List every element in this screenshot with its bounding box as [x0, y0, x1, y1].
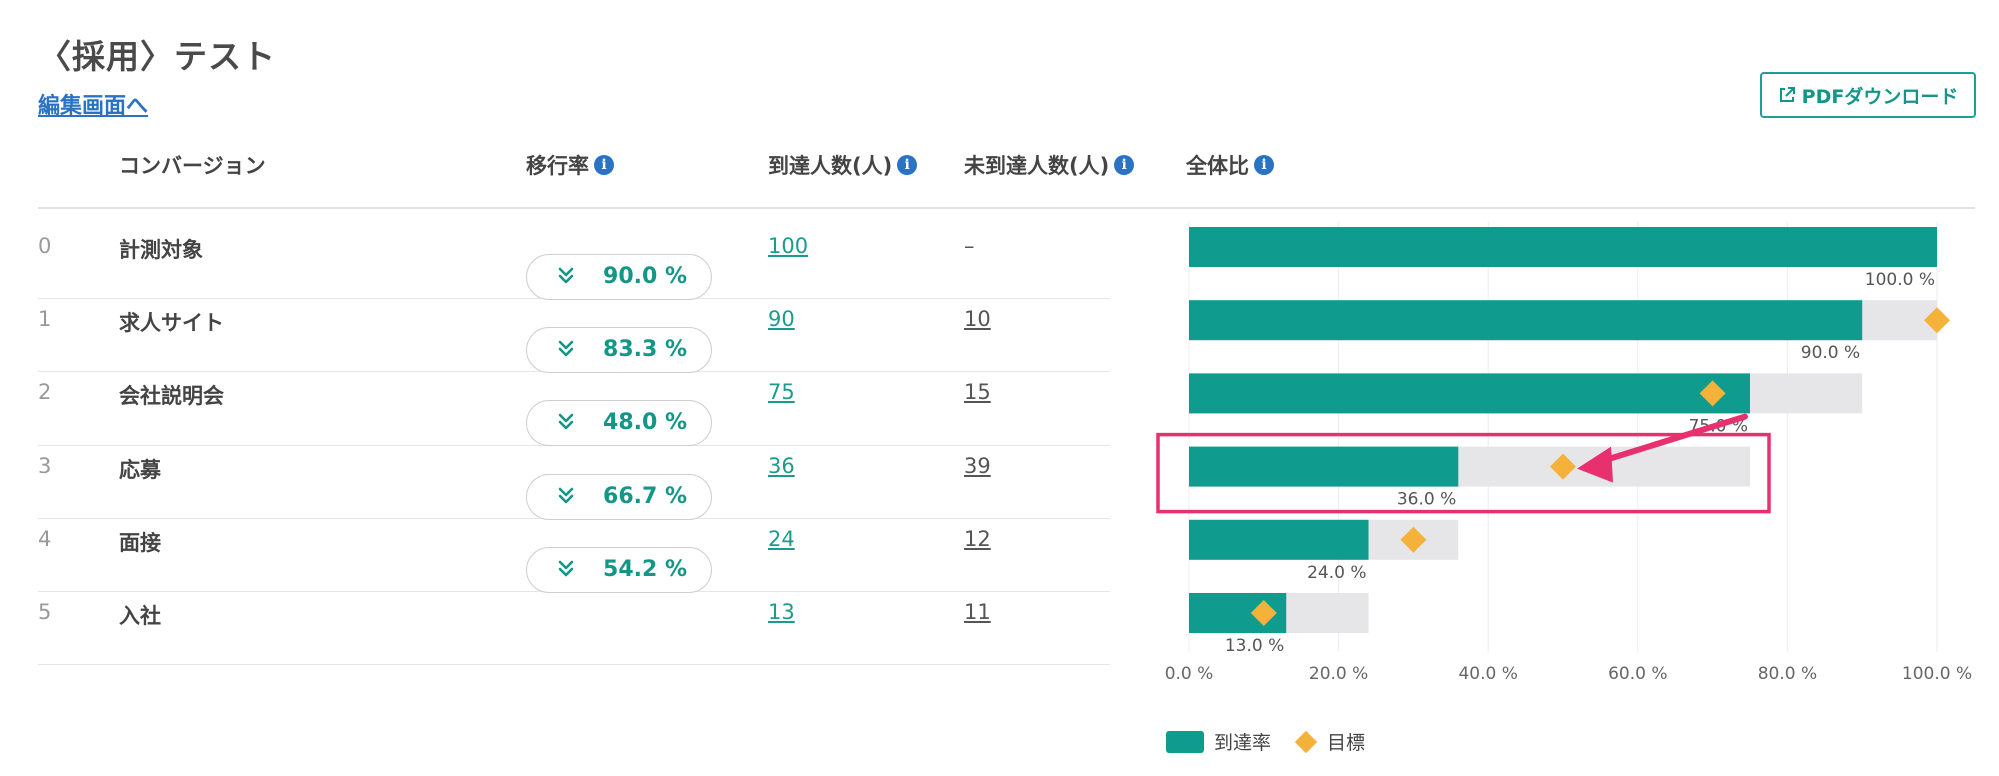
- bar-reach: [1189, 446, 1459, 487]
- row-index: 1: [38, 307, 52, 332]
- double-chevron-down-icon: [557, 266, 575, 290]
- row-index: 5: [38, 600, 52, 624]
- conversion-name: 計測対象: [119, 238, 203, 262]
- reached-count-link[interactable]: 100: [768, 234, 809, 258]
- x-tick-label: 60.0 %: [1608, 664, 1667, 684]
- page-title: 〈採用〉テスト: [38, 37, 276, 76]
- column-overall-ratio: 全体比 i: [1186, 150, 1274, 180]
- x-tick-label: 40.0 %: [1458, 664, 1517, 684]
- reached-count-link[interactable]: 13: [768, 600, 795, 624]
- target-marker: [1924, 307, 1950, 334]
- row-index: 4: [38, 526, 52, 551]
- x-tick-label: 80.0 %: [1758, 664, 1817, 684]
- transition-rate-value: 90.0 %: [603, 264, 687, 289]
- column-not-reached: 未到達人数(人) i: [964, 150, 1135, 180]
- legend-label-target: 目標: [1327, 732, 1366, 754]
- column-overall-ratio-label: 全体比: [1186, 154, 1249, 178]
- not-reached-count-link[interactable]: 11: [964, 600, 991, 624]
- conversion-name: 入社: [119, 604, 161, 628]
- reached-count-link[interactable]: 90: [768, 307, 795, 332]
- bar-reach: [1189, 373, 1750, 414]
- x-tick-label: 100.0 %: [1902, 664, 1972, 684]
- column-reached: 到達人数(人) i: [768, 150, 918, 180]
- transition-rate-value: 48.0 %: [603, 410, 687, 436]
- bar-data-label: 100.0 %: [1865, 270, 1935, 290]
- conversion-name: 会社説明会: [119, 384, 224, 409]
- annotation-arrow: [1594, 413, 1748, 466]
- row-index: 0: [38, 234, 52, 258]
- conversion-name: 応募: [119, 457, 161, 482]
- column-transition-rate: 移行率 i: [526, 150, 614, 180]
- not-reached-count-link[interactable]: 39: [964, 453, 991, 478]
- column-reached-label: 到達人数(人): [768, 154, 893, 178]
- bar-reach: [1189, 300, 1863, 341]
- column-transition-rate-label: 移行率: [526, 154, 589, 178]
- conversion-name: 求人サイト: [119, 311, 224, 336]
- not-reached-count-link[interactable]: 15: [964, 380, 991, 405]
- target-marker: [1250, 600, 1277, 626]
- not-reached-count: –: [964, 234, 975, 258]
- double-chevron-down-icon: [557, 339, 575, 363]
- column-not-reached-label: 未到達人数(人): [964, 154, 1110, 178]
- bar-data-label: 24.0 %: [1307, 563, 1366, 583]
- table-header: コンバージョン 移行率 i 到達人数(人) i 未到達人数(人) i 全体比 i: [0, 150, 1999, 190]
- not-reached-count-link[interactable]: 12: [964, 526, 991, 551]
- transition-rate-value: 66.7 %: [603, 483, 687, 509]
- transition-rate-pill[interactable]: 54.2 %: [526, 546, 712, 593]
- target-marker: [1550, 453, 1576, 480]
- double-chevron-down-icon: [557, 412, 575, 436]
- transition-rate-value: 54.2 %: [603, 556, 687, 582]
- highlight-box: [1156, 432, 1771, 514]
- info-icon[interactable]: i: [1254, 155, 1274, 175]
- edit-screen-link[interactable]: 編集画面へ: [38, 94, 149, 119]
- row-divider: [38, 664, 1110, 666]
- bar-data-label: 90.0 %: [1801, 343, 1860, 363]
- column-conversion-label: コンバージョン: [119, 154, 266, 178]
- double-chevron-down-icon: [557, 559, 575, 583]
- info-icon[interactable]: i: [594, 155, 614, 175]
- row-index: 2: [38, 380, 52, 405]
- transition-rate-pill[interactable]: 83.3 %: [526, 327, 712, 374]
- external-link-icon: [1778, 86, 1796, 104]
- bar-data-label: 13.0 %: [1225, 636, 1284, 656]
- bar-reach: [1189, 519, 1369, 560]
- x-tick-label: 0.0 %: [1165, 664, 1214, 684]
- chart-legend: 到達率 目標: [1166, 728, 1365, 755]
- bar-reach: [1189, 227, 1937, 267]
- transition-rate-pill[interactable]: 48.0 %: [526, 400, 712, 447]
- conversion-name: 面接: [119, 530, 161, 555]
- reached-count-link[interactable]: 36: [768, 453, 795, 478]
- transition-rate-pill[interactable]: 66.7 %: [526, 473, 712, 520]
- double-chevron-down-icon: [557, 486, 575, 510]
- pdf-download-button[interactable]: PDFダウンロード: [1760, 72, 1976, 118]
- x-tick-label: 20.0 %: [1309, 664, 1368, 684]
- reached-count-link[interactable]: 24: [768, 526, 795, 551]
- transition-rate-value: 83.3 %: [603, 337, 687, 363]
- bar-data-label: 36.0 %: [1397, 490, 1456, 510]
- row-index: 3: [38, 453, 52, 478]
- header-divider: [38, 207, 1975, 209]
- legend-swatch-reach: [1166, 730, 1204, 753]
- info-icon[interactable]: i: [897, 155, 918, 175]
- legend-label-reach: 到達率: [1214, 732, 1272, 754]
- info-icon[interactable]: i: [1114, 155, 1135, 175]
- annotation-arrowhead: [1577, 446, 1613, 483]
- target-marker: [1400, 526, 1427, 553]
- not-reached-count-link[interactable]: 10: [964, 307, 991, 332]
- legend-swatch-target: [1294, 730, 1318, 753]
- pdf-download-label: PDFダウンロード: [1801, 85, 1959, 108]
- transition-rate-pill[interactable]: 90.0 %: [526, 254, 712, 300]
- reached-count-link[interactable]: 75: [768, 380, 795, 405]
- target-marker: [1699, 380, 1726, 407]
- column-conversion: コンバージョン: [119, 150, 266, 180]
